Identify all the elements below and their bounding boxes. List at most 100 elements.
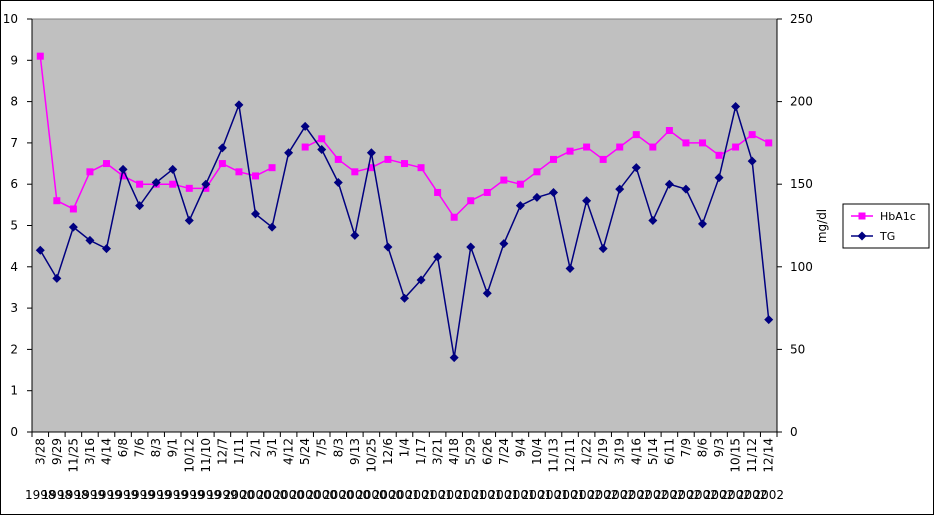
data-point-tg <box>416 275 426 285</box>
y-tick-label-left: 4 <box>10 260 18 274</box>
data-point-tg <box>168 164 178 174</box>
data-point-tg <box>35 245 45 255</box>
data-point-hba1c <box>566 147 574 155</box>
data-point-hba1c <box>715 151 723 159</box>
x-tick-label: 1/4 <box>398 438 412 457</box>
x-tick-label: 11/13 <box>547 438 561 473</box>
data-point-hba1c <box>384 155 392 163</box>
data-point-hba1c <box>467 197 475 205</box>
x-tick-label: 10/25 <box>364 438 378 473</box>
x-tick-label: 6/8 <box>116 438 130 457</box>
legend-marker-tg <box>857 231 867 241</box>
y-tick-label-left: 9 <box>10 53 18 67</box>
x-tick-label: 8/3 <box>331 438 345 457</box>
x-tick-label: 5/14 <box>646 438 660 465</box>
x-tick-label: 9/1 <box>166 438 180 457</box>
x-year-label: 2002 <box>687 488 718 502</box>
x-tick-label: 5/24 <box>298 438 312 465</box>
data-point-tg <box>366 148 376 158</box>
x-tick-label: 6/11 <box>662 438 676 465</box>
x-year-label: 2001 <box>389 488 420 502</box>
x-tick-label: 7/6 <box>133 438 147 457</box>
data-point-hba1c <box>86 168 94 176</box>
x-tick-label: 11/25 <box>66 438 80 473</box>
x-tick-label: 8/3 <box>149 438 163 457</box>
x-tick-label: 1/17 <box>414 438 428 465</box>
data-point-tg <box>747 156 757 166</box>
x-year-label: 2002 <box>654 488 685 502</box>
y-tick-label-right: 200 <box>790 95 813 109</box>
data-point-tg <box>499 239 509 249</box>
data-point-hba1c <box>649 143 657 151</box>
data-point-tg <box>151 178 161 188</box>
legend-label-tg: TG <box>879 230 895 243</box>
data-point-tg <box>449 353 459 363</box>
data-point-tg <box>433 252 443 262</box>
x-tick-label: 12/11 <box>563 438 577 473</box>
data-point-tg <box>598 244 608 254</box>
data-point-tg <box>135 201 145 211</box>
data-point-hba1c <box>665 127 673 135</box>
data-point-tg <box>350 230 360 240</box>
data-point-hba1c <box>599 155 607 163</box>
data-point-hba1c <box>765 139 773 147</box>
x-year-label: 1998 <box>42 488 73 502</box>
x-tick-label: 9/29 <box>50 438 64 465</box>
x-tick-label: 2/1 <box>249 438 263 457</box>
x-tick-label: 7/9 <box>679 438 693 457</box>
x-year-label: 2001 <box>472 488 503 502</box>
y-tick-label-left: 8 <box>10 95 18 109</box>
data-point-tg <box>582 196 592 206</box>
x-year-label: 1998 <box>58 488 89 502</box>
data-point-tg <box>648 216 658 226</box>
data-point-tg <box>383 242 393 252</box>
x-year-label: 1999 <box>124 488 155 502</box>
x-year-label: 1999 <box>174 488 205 502</box>
x-tick-label: 3/1 <box>265 438 279 457</box>
x-tick-label: 7/5 <box>315 438 329 457</box>
y-axis-right-title: mg/dl <box>815 209 829 243</box>
data-point-tg <box>300 121 310 131</box>
x-year-label: 2002 <box>704 488 735 502</box>
y-tick-label-right: 250 <box>790 12 813 26</box>
y-tick-label-right: 0 <box>790 425 798 439</box>
x-year-label: 2000 <box>257 488 288 502</box>
data-point-hba1c <box>401 160 408 168</box>
data-point-tg <box>251 209 260 219</box>
data-point-hba1c <box>53 197 61 205</box>
data-point-tg <box>267 222 277 232</box>
x-year-label: 1999 <box>157 488 188 502</box>
data-point-hba1c <box>169 180 177 188</box>
data-point-tg <box>631 163 641 173</box>
x-year-label: 1999 <box>108 488 139 502</box>
x-year-label: 2000 <box>306 488 337 502</box>
data-point-tg <box>400 293 409 303</box>
data-point-tg <box>532 192 542 202</box>
data-point-tg <box>201 179 211 189</box>
y-tick-label-left: 3 <box>10 301 18 315</box>
data-point-tg <box>317 145 327 155</box>
x-tick-label: 4/18 <box>447 438 461 465</box>
x-year-label: 2000 <box>273 488 304 502</box>
data-point-tg <box>731 102 741 112</box>
data-point-tg <box>515 201 525 211</box>
x-tick-label: 1/22 <box>580 438 594 465</box>
x-tick-label: 3/16 <box>83 438 97 465</box>
x-tick-label: 6/26 <box>480 438 494 465</box>
legend-marker-hba1c <box>858 212 866 220</box>
x-year-label: 2001 <box>505 488 536 502</box>
y-tick-label-left: 6 <box>10 177 18 191</box>
data-point-hba1c <box>516 180 524 188</box>
data-point-hba1c <box>367 164 375 172</box>
data-point-hba1c <box>185 184 193 192</box>
x-year-label: 2002 <box>571 488 602 502</box>
data-point-hba1c <box>268 164 276 172</box>
data-point-tg <box>565 263 575 273</box>
series-layer <box>35 52 774 363</box>
x-year-label: 2001 <box>406 488 437 502</box>
x-tick-label: 3/19 <box>613 438 627 465</box>
x-year-label: 2001 <box>439 488 470 502</box>
series-tg <box>35 100 774 363</box>
data-point-hba1c <box>483 188 491 196</box>
